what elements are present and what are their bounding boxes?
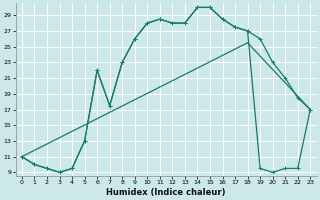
X-axis label: Humidex (Indice chaleur): Humidex (Indice chaleur) <box>106 188 226 197</box>
